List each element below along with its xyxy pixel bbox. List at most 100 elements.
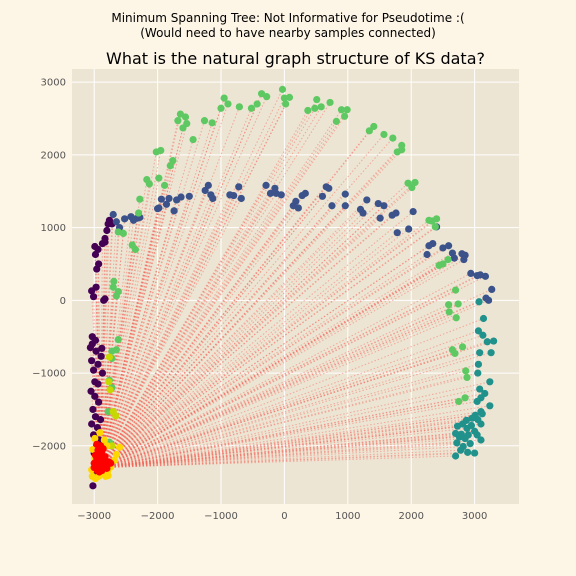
data-point — [452, 314, 460, 322]
data-point — [97, 352, 105, 360]
data-point — [230, 191, 238, 200]
data-point — [475, 298, 483, 306]
edge-line — [100, 203, 379, 469]
data-point — [313, 95, 321, 104]
data-point — [96, 442, 105, 450]
y-tick-label: 2000 — [41, 150, 66, 161]
data-point — [181, 113, 190, 121]
edge-line — [99, 178, 160, 468]
data-point — [439, 260, 447, 268]
data-point — [89, 293, 98, 301]
x-tick-label: −3000 — [77, 511, 111, 522]
data-point — [304, 106, 312, 115]
data-point — [105, 378, 113, 386]
edge-line — [96, 269, 102, 468]
edge-line — [100, 330, 479, 469]
edge-line — [100, 452, 475, 469]
edge-line — [99, 233, 124, 468]
x-axis-ticks: −3000 −2000 −1000 0 1000 2000 3000 — [77, 511, 487, 522]
data-point — [484, 296, 493, 304]
edge-line — [100, 211, 414, 469]
edge-line — [99, 199, 162, 468]
edge-line — [100, 108, 222, 468]
edge-line — [100, 109, 348, 468]
edge-line — [100, 97, 290, 468]
data-point — [301, 189, 309, 197]
data-point — [365, 127, 373, 135]
data-point — [474, 360, 483, 368]
data-point — [169, 157, 177, 165]
data-point — [389, 134, 397, 142]
edge-line — [100, 397, 482, 469]
data-point — [285, 93, 294, 101]
figure-suptitle-line1: Minimum Spanning Tree: Not Informative f… — [111, 11, 464, 25]
data-point — [101, 453, 109, 461]
data-point — [237, 194, 245, 203]
edge-line — [100, 198, 242, 468]
data-point — [92, 283, 100, 291]
data-point — [247, 104, 256, 112]
data-point — [155, 204, 163, 212]
edge-line — [100, 301, 480, 469]
data-point — [89, 366, 98, 374]
figure-suptitle-line2: (Would need to have nearby samples conne… — [140, 26, 436, 40]
data-points — [86, 85, 498, 490]
edge-line — [100, 247, 444, 469]
edge-line — [100, 226, 437, 469]
data-point — [266, 189, 275, 197]
data-point — [189, 135, 197, 144]
edge-line — [100, 134, 385, 468]
data-point — [89, 482, 97, 490]
edge-line — [100, 341, 488, 469]
edge-line — [100, 217, 381, 469]
data-point — [136, 195, 144, 203]
data-point — [95, 260, 103, 268]
edge-line — [100, 443, 471, 469]
data-point — [478, 410, 486, 418]
data-point — [134, 209, 143, 217]
edge-line — [100, 103, 229, 468]
data-point — [477, 436, 485, 444]
data-point — [101, 234, 109, 243]
data-point — [332, 117, 340, 125]
edge-line — [100, 275, 478, 469]
data-point — [463, 424, 471, 432]
data-point — [325, 184, 333, 192]
edge-line — [100, 352, 480, 469]
edge-line — [99, 223, 113, 468]
data-point — [476, 349, 484, 357]
edge-line — [99, 287, 114, 468]
data-point — [380, 202, 388, 210]
y-tick-label: −1000 — [32, 369, 66, 380]
edge-line — [99, 230, 108, 468]
edge-line — [100, 311, 450, 469]
data-point — [112, 412, 120, 420]
data-point — [96, 429, 104, 437]
plot-area — [72, 69, 519, 504]
edge-line — [99, 348, 103, 468]
edge-line — [100, 205, 294, 468]
data-point — [445, 242, 453, 250]
edge-line — [100, 288, 492, 469]
data-point — [235, 183, 243, 191]
x-tick-label: 2000 — [398, 511, 423, 522]
edge-line — [100, 254, 466, 469]
data-point — [483, 338, 491, 346]
data-point — [91, 242, 99, 251]
edge-line — [100, 194, 212, 468]
data-point — [392, 209, 400, 217]
data-point — [292, 197, 300, 205]
edge-line — [99, 207, 160, 468]
edge-line — [100, 199, 178, 468]
edge-line — [100, 186, 327, 468]
data-point — [160, 181, 169, 189]
edge-line — [100, 106, 322, 468]
edge-line — [100, 413, 483, 469]
data-point — [91, 413, 100, 421]
data-point — [162, 200, 171, 208]
edge-line — [100, 411, 482, 469]
data-point — [119, 229, 127, 237]
x-tick-label: 3000 — [462, 511, 487, 522]
data-point — [326, 98, 334, 107]
edge-line — [100, 190, 206, 468]
